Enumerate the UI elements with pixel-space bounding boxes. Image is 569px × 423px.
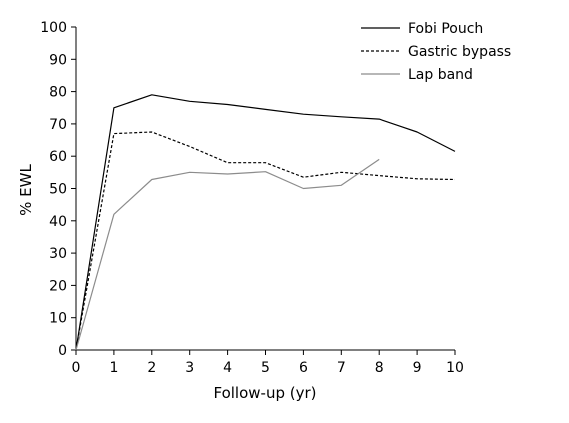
series-line-fobi-pouch (75, 94, 456, 351)
y-tick-label: 60 (49, 149, 67, 165)
x-tick-label: 10 (446, 360, 464, 376)
legend-label-lap-band: Lap band (408, 67, 473, 83)
legend-label-gastric-bypass: Gastric bypass (408, 44, 511, 60)
series-line-lap-band (75, 158, 380, 351)
legend-label-fobi-pouch: Fobi Pouch (408, 21, 483, 37)
x-axis-label: Follow-up (yr) (213, 384, 316, 402)
axes: 0 10 20 30 40 50 60 70 80 90 100 0 1 2 3 4 5 6 7 8 9 10 (40, 20, 464, 376)
y-tick-label: 80 (49, 85, 67, 101)
x-tick-label: 8 (375, 360, 384, 376)
y-tick-label: 40 (49, 214, 67, 230)
y-axis-label: % EWL (17, 164, 35, 216)
x-tick-label: 1 (109, 360, 118, 376)
series-layer (75, 94, 456, 351)
y-tick-label: 90 (49, 52, 67, 68)
x-tick-label: 0 (72, 360, 81, 376)
y-tick-label: 70 (49, 117, 67, 133)
x-tick-label: 6 (299, 360, 308, 376)
x-tick-label: 5 (261, 360, 270, 376)
series-line-gastric-bypass (75, 131, 456, 351)
y-tick-label: 100 (40, 20, 67, 36)
x-tick-label: 4 (223, 360, 232, 376)
x-tick-label: 9 (413, 360, 422, 376)
y-tick-label: 50 (49, 182, 67, 198)
y-tick-label: 10 (49, 311, 67, 327)
legend: Fobi Pouch Gastric bypass Lap band (361, 21, 511, 83)
y-tick-label: 20 (49, 278, 67, 294)
x-tick-label: 7 (337, 360, 346, 376)
y-tick-label: 30 (49, 246, 67, 262)
x-tick-label: 3 (185, 360, 194, 376)
x-tick-label: 2 (147, 360, 156, 376)
y-tick-label: 0 (58, 343, 67, 359)
